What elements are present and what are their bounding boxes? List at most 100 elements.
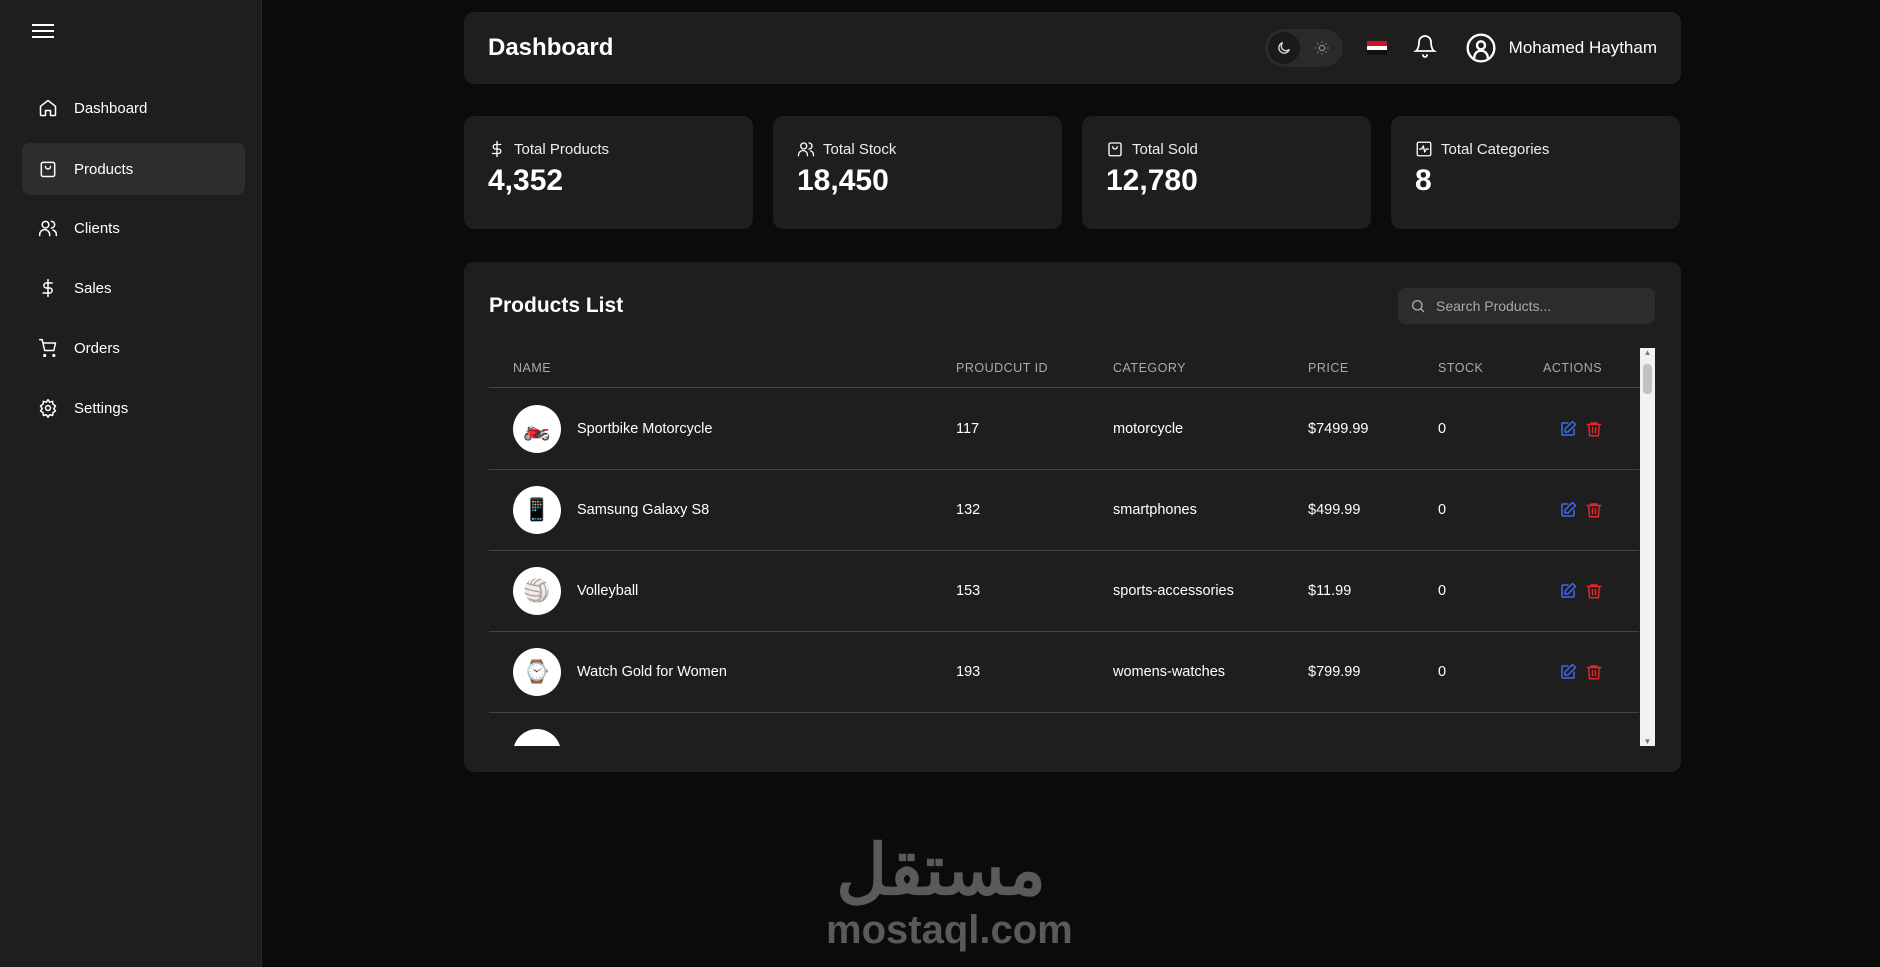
product-id: 132 — [956, 502, 981, 518]
theme-toggle[interactable] — [1264, 29, 1343, 67]
egypt-flag-icon[interactable] — [1366, 41, 1387, 56]
product-stock: 0 — [1438, 421, 1447, 437]
row-actions — [1559, 582, 1603, 600]
sidebar-item-label: Clients — [74, 219, 120, 237]
edit-icon[interactable] — [1559, 420, 1577, 438]
delete-icon[interactable] — [1585, 501, 1603, 519]
edit-icon[interactable] — [1559, 501, 1577, 519]
menu-icon[interactable] — [32, 20, 54, 40]
edit-icon[interactable] — [1559, 582, 1577, 600]
product-stock: 0 — [1438, 664, 1447, 680]
delete-icon[interactable] — [1585, 420, 1603, 438]
sidebar-item-dashboard[interactable]: Dashboard — [22, 82, 245, 134]
stat-label: Total Stock — [823, 140, 897, 158]
product-thumbnail: 🏐 — [513, 567, 561, 615]
column-header-stock[interactable]: STOCK — [1438, 360, 1484, 375]
row-actions — [1559, 663, 1603, 681]
home-icon — [39, 99, 57, 117]
stat-value: 8 — [1415, 164, 1432, 197]
column-header-name[interactable]: NAME — [513, 360, 552, 375]
column-header-actions: ACTIONS — [1543, 360, 1603, 375]
search-input[interactable] — [1436, 298, 1636, 314]
product-stock: 0 — [1438, 502, 1447, 518]
delete-icon[interactable] — [1585, 663, 1603, 681]
notifications-button[interactable] — [1412, 34, 1437, 63]
stat-value: 4,352 — [488, 164, 564, 197]
table-row: 🏍️ Sportbike Motorcycle 117 motorcycle $… — [489, 389, 1639, 470]
shopping-bag-icon — [40, 161, 56, 178]
sidebar-item-orders[interactable]: Orders — [22, 322, 245, 374]
cart-icon — [38, 338, 57, 358]
product-thumbnail: ⌚ — [513, 648, 561, 696]
table-row — [489, 713, 1639, 746]
dollar-icon — [491, 140, 502, 158]
products-table: NAME PROUDCUT ID CATEGORY PRICE STOCK AC… — [489, 348, 1655, 746]
search-icon — [1412, 300, 1425, 313]
stat-label: Total Products — [514, 140, 610, 158]
sidebar-item-products[interactable]: Products — [22, 143, 245, 195]
dollar-icon — [42, 278, 53, 298]
shopping-bag-icon — [1108, 142, 1122, 157]
moon-icon — [1277, 42, 1290, 54]
sun-icon — [1314, 41, 1329, 55]
dark-mode-button[interactable] — [1267, 32, 1300, 64]
table-scrollbar[interactable]: ▲ ▼ — [1640, 348, 1655, 746]
page-title: Dashboard — [488, 34, 614, 61]
product-thumbnail: 🏍️ — [513, 405, 561, 453]
edit-icon[interactable] — [1559, 663, 1577, 681]
table-row: 📱 Samsung Galaxy S8 132 smartphones $499… — [489, 470, 1639, 551]
sidebar-item-label: Orders — [74, 339, 120, 357]
stat-card-total-categories: Total Categories 8 — [1391, 116, 1680, 229]
products-list-card: Products List NAME PROUDCUT ID CATEGORY … — [464, 262, 1681, 772]
user-menu[interactable]: Mohamed Haytham — [1465, 32, 1657, 64]
column-header-product-id[interactable]: PROUDCUT ID — [956, 360, 1049, 375]
delete-icon[interactable] — [1585, 582, 1603, 600]
table-row: ⌚ Watch Gold for Women 193 womens-watche… — [489, 632, 1639, 713]
product-thumbnail — [513, 729, 561, 746]
column-header-category[interactable]: CATEGORY — [1113, 360, 1186, 375]
sidebar-item-label: Settings — [74, 399, 129, 417]
sidebar-item-clients[interactable]: Clients — [22, 202, 245, 254]
user-circle-icon — [1466, 33, 1496, 63]
sidebar-item-sales[interactable]: Sales — [22, 262, 245, 314]
product-id: 117 — [956, 421, 980, 437]
product-name: Volleyball — [577, 583, 639, 599]
sidebar-item-settings[interactable]: Settings — [22, 382, 245, 434]
sidebar: Dashboard Products Clients Sales Orders … — [0, 0, 262, 967]
sidebar-item-label: Products — [74, 160, 134, 178]
mostaql-watermark-logo: مستقل mostaql.com — [826, 831, 1073, 952]
stat-card-total-stock: Total Stock 18,450 — [773, 116, 1062, 229]
product-name: Samsung Galaxy S8 — [577, 502, 710, 518]
product-price: $499.99 — [1308, 502, 1361, 518]
product-category: smartphones — [1113, 502, 1197, 518]
product-name: Watch Gold for Women — [577, 664, 727, 680]
product-category: womens-watches — [1113, 664, 1226, 680]
sidebar-item-label: Dashboard — [74, 99, 148, 117]
user-name: Mohamed Haytham — [1508, 38, 1657, 57]
stat-value: 12,780 — [1106, 164, 1198, 197]
users-icon — [38, 220, 58, 237]
top-header: Dashboard Mohamed Haytham — [464, 12, 1681, 84]
stat-card-total-sold: Total Sold 12,780 — [1082, 116, 1371, 229]
bell-icon — [1412, 34, 1437, 58]
product-stock: 0 — [1438, 583, 1447, 599]
sidebar-item-label: Sales — [74, 279, 112, 297]
stat-label: Total Categories — [1441, 140, 1550, 158]
row-actions — [1559, 420, 1603, 438]
search-box[interactable] — [1398, 288, 1655, 324]
products-list-title: Products List — [489, 294, 624, 317]
product-id: 193 — [956, 664, 981, 680]
stat-card-total-products: Total Products 4,352 — [464, 116, 753, 229]
product-price: $11.99 — [1308, 583, 1352, 599]
product-thumbnail: 📱 — [513, 486, 561, 534]
row-actions — [1559, 501, 1603, 519]
table-row: 🏐 Volleyball 153 sports-accessories $11.… — [489, 551, 1639, 632]
column-header-price[interactable]: PRICE — [1308, 360, 1349, 375]
light-mode-button[interactable] — [1306, 32, 1338, 64]
users-icon — [797, 142, 815, 157]
gear-icon — [39, 398, 57, 418]
activity-icon — [1416, 141, 1432, 157]
stat-value: 18,450 — [797, 164, 889, 197]
table-header: NAME PROUDCUT ID CATEGORY PRICE STOCK AC… — [489, 348, 1655, 388]
product-category: motorcycle — [1113, 421, 1184, 437]
